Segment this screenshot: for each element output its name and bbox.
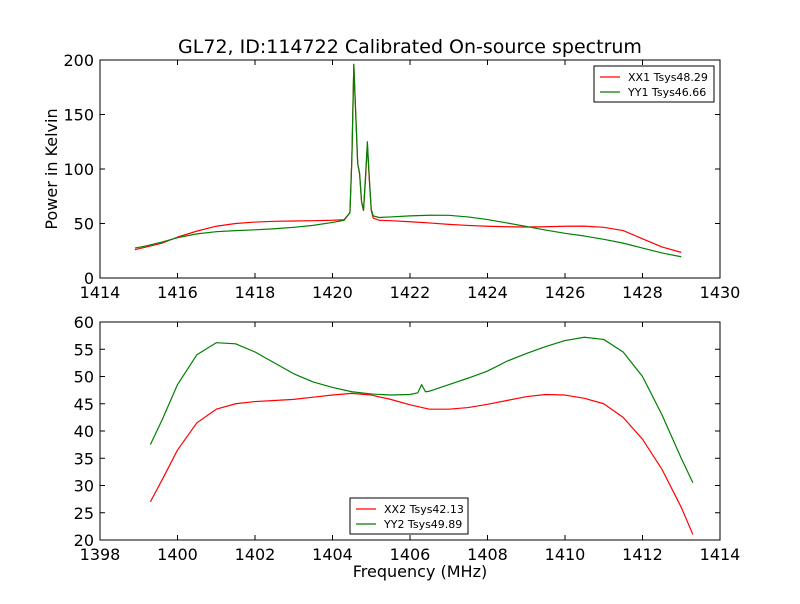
y-tick-label: 40 <box>74 422 94 441</box>
x-tick-label: 1428 <box>622 283 663 302</box>
legend: XX2 Tsys42.13 YY2 Tsys49.89 <box>349 497 469 535</box>
x-tick-label: 1398 <box>80 545 121 564</box>
figure-title: GL72, ID:114722 Calibrated On-source spe… <box>178 36 642 58</box>
y-tick-label: 25 <box>74 504 94 523</box>
legend-entry-label: YY2 Tsys49.89 <box>383 518 462 531</box>
legend-entry-label: XX2 Tsys42.13 <box>384 503 464 516</box>
x-tick-label: 1422 <box>390 283 431 302</box>
x-tick-label: 1402 <box>235 545 276 564</box>
x-tick-label: 1412 <box>622 545 663 564</box>
y-tick-label: 100 <box>63 160 94 179</box>
x-tick-label: 1406 <box>390 545 431 564</box>
x-tick-label: 1408 <box>467 545 508 564</box>
y-tick-label: 50 <box>74 368 94 387</box>
y-tick-label: 0 <box>84 269 94 288</box>
x-tick-label: 1416 <box>157 283 198 302</box>
x-tick-label: 1404 <box>312 545 353 564</box>
x-tick-label: 1414 <box>80 283 121 302</box>
series-line-xx2 <box>149 392 694 535</box>
x-tick-label: 1420 <box>312 283 353 302</box>
y-axis-title: Power in Kelvin <box>42 108 61 229</box>
x-tick-label: 1400 <box>157 545 198 564</box>
y-tick-label: 35 <box>74 449 94 468</box>
x-tick-label: 1410 <box>545 545 586 564</box>
series-line-yy1 <box>134 63 682 258</box>
top-panel: 1414 1416 1418 1420 1422 1424 1426 1428 1430 0 50 1… <box>42 51 740 302</box>
bottom-panel: 1398 1400 1402 1404 1406 1408 1410 1412 1414 20 25… <box>74 313 741 581</box>
x-tick-label: 1430 <box>700 283 741 302</box>
y-tick-label: 200 <box>63 51 94 70</box>
y-tick-label: 45 <box>74 395 94 414</box>
x-tick-label: 1426 <box>545 283 586 302</box>
legend: XX1 Tsys48.29 YY1 Tsys46.66 <box>593 65 715 103</box>
y-tick-label: 20 <box>74 531 94 550</box>
y-tick-label: 150 <box>63 106 94 125</box>
x-axis-title: Frequency (MHz) <box>353 562 487 581</box>
x-tick-label: 1418 <box>235 283 276 302</box>
y-tick-label: 55 <box>74 340 94 359</box>
x-tick-label: 1424 <box>467 283 508 302</box>
x-tick-label: 1414 <box>700 545 741 564</box>
y-tick-label: 30 <box>74 477 94 496</box>
series-line-yy2 <box>149 336 694 484</box>
legend-entry-label: XX1 Tsys48.29 <box>628 71 708 84</box>
y-tick-label: 60 <box>74 313 94 332</box>
y-tick-label: 50 <box>74 215 94 234</box>
legend-entry-label: YY1 Tsys46.66 <box>627 86 706 99</box>
